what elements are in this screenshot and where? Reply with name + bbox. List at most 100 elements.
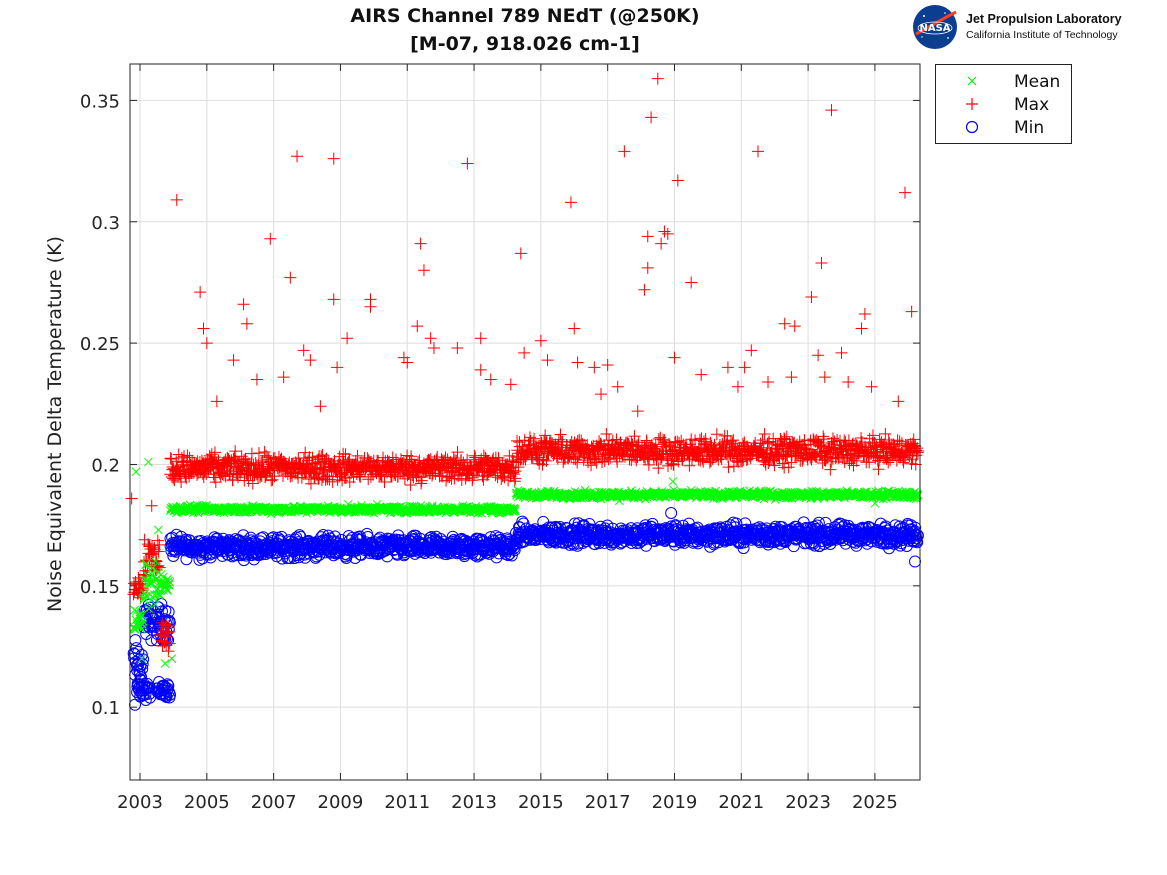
max-point	[738, 361, 751, 374]
mean-point	[141, 559, 151, 569]
max-point	[172, 465, 185, 478]
max-point	[626, 438, 639, 451]
min-point	[232, 533, 245, 546]
max-point	[314, 400, 327, 413]
max-point	[667, 458, 680, 471]
max-point	[386, 451, 399, 464]
max-point	[469, 451, 482, 464]
max-point	[411, 463, 424, 476]
max-point	[658, 225, 671, 238]
max-point	[484, 373, 497, 386]
max-point	[631, 405, 644, 418]
max-point	[696, 452, 709, 465]
max-point	[163, 625, 176, 638]
max-point	[641, 261, 654, 274]
max-point	[697, 435, 710, 448]
max-point	[180, 472, 193, 485]
x-tick-label: 2007	[251, 792, 297, 813]
max-point	[337, 447, 350, 460]
axis-ticks: 2003 2005 2007 2009 2011 2013 2015 2017 2019 2021…	[80, 64, 920, 813]
max-point	[594, 437, 607, 450]
max-point	[568, 322, 581, 335]
max-point	[261, 451, 274, 464]
min-point	[665, 507, 678, 520]
max-point	[152, 545, 165, 558]
max-point	[133, 575, 146, 588]
x-tick-label: 2015	[518, 792, 564, 813]
max-point	[818, 371, 831, 384]
max-point	[303, 451, 316, 464]
max-point	[443, 470, 456, 483]
max-point	[805, 291, 818, 304]
max-point	[375, 469, 388, 482]
max-point	[785, 371, 798, 384]
y-tick-label: 0.15	[80, 577, 120, 598]
max-point	[815, 257, 828, 270]
mean-point	[511, 506, 520, 516]
max-point	[165, 452, 178, 465]
min-point	[142, 681, 155, 694]
max-point	[412, 456, 425, 469]
max-point	[504, 378, 517, 391]
max-point	[250, 373, 263, 386]
max-point	[354, 470, 367, 483]
max-point	[689, 434, 702, 447]
max-point	[661, 227, 674, 240]
max-point	[297, 344, 310, 357]
max-point	[315, 450, 328, 463]
max-point	[291, 150, 304, 163]
x-tick-label: 2013	[451, 792, 497, 813]
max-point	[181, 449, 194, 462]
min-point	[911, 529, 924, 542]
max-point	[565, 451, 578, 464]
min-point	[909, 528, 922, 541]
min-point	[583, 517, 596, 530]
max-point	[316, 463, 329, 476]
max-point	[907, 433, 920, 446]
max-point	[571, 456, 584, 469]
max-point	[715, 452, 728, 465]
x-tick-label: 2005	[184, 792, 230, 813]
min-point	[196, 552, 209, 565]
max-point	[229, 455, 242, 468]
max-point	[912, 445, 925, 458]
max-point	[745, 344, 758, 357]
max-point	[514, 247, 527, 260]
max-point	[326, 475, 339, 488]
max-point	[671, 174, 684, 187]
max-point	[410, 470, 423, 483]
max-point	[611, 455, 624, 468]
max-point	[266, 473, 279, 486]
max-point	[652, 462, 665, 475]
min-point	[135, 648, 148, 661]
max-point	[507, 466, 520, 479]
x-tick-label: 2017	[585, 792, 631, 813]
max-point	[847, 459, 860, 472]
max-point	[400, 455, 413, 468]
max-point	[600, 428, 613, 441]
max-point	[474, 332, 487, 345]
max-point	[778, 317, 791, 330]
max-point	[331, 361, 344, 374]
mean-point	[148, 563, 157, 573]
min-point	[812, 516, 825, 529]
max-point	[160, 639, 173, 652]
max-point	[172, 448, 185, 461]
max-point	[210, 395, 223, 408]
max-point	[668, 351, 681, 364]
max-point	[618, 145, 631, 158]
max-point	[655, 237, 668, 250]
max-point	[414, 237, 427, 250]
max-point	[819, 453, 832, 466]
max-point	[589, 448, 602, 461]
max-point	[482, 466, 495, 479]
max-point	[364, 300, 377, 313]
max-point	[461, 157, 474, 170]
max-point	[816, 457, 829, 470]
y-tick-label: 0.25	[80, 334, 120, 355]
max-point	[794, 449, 807, 462]
max-point	[762, 375, 775, 388]
max-point	[908, 439, 921, 452]
x-tick-label: 2011	[384, 792, 430, 813]
max-point	[320, 470, 333, 483]
